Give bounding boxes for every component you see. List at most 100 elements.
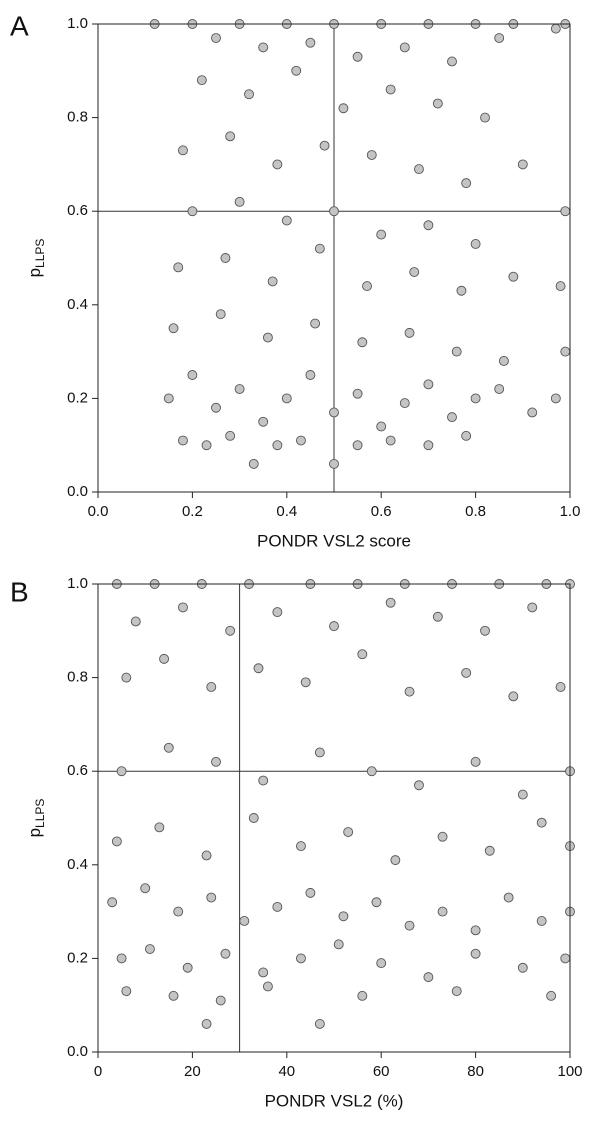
point (262, 332, 273, 343)
point (314, 1018, 325, 1029)
point (494, 33, 505, 43)
point (225, 430, 236, 441)
x-tick-label: 0.4 (276, 503, 297, 520)
point (357, 337, 368, 348)
point (296, 841, 306, 852)
x-tick-label: 80 (467, 1063, 484, 1080)
point (536, 817, 547, 828)
point (220, 948, 231, 959)
point (470, 948, 481, 959)
point (461, 430, 472, 441)
point (116, 766, 127, 777)
plot-frame (97, 23, 571, 493)
point (239, 916, 250, 926)
y-axis-label: pLLPS (25, 239, 47, 278)
point (296, 435, 306, 446)
x-axis-label: PONDR VSL2 (%) (265, 1091, 404, 1110)
point (211, 33, 221, 43)
point (234, 384, 245, 394)
point (305, 37, 316, 48)
point (423, 440, 434, 451)
point (480, 625, 490, 636)
point (211, 402, 221, 413)
point (437, 906, 448, 917)
y-tick-label: 0.2 (67, 949, 88, 966)
x-tick-label: 100 (557, 1063, 582, 1080)
y-axis-label: pLLPS (25, 799, 47, 838)
x-tick-label: 1.0 (560, 503, 581, 520)
point (130, 616, 141, 627)
point (187, 206, 198, 217)
point (121, 986, 132, 997)
point (272, 901, 283, 912)
point (258, 416, 269, 427)
point (550, 23, 561, 34)
point (329, 206, 339, 217)
point (508, 271, 519, 282)
point (423, 972, 434, 983)
x-tick-label: 0.8 (465, 503, 486, 520)
y-tick-label: 0.2 (67, 389, 88, 406)
point (461, 667, 472, 678)
point (352, 51, 363, 62)
point (437, 831, 448, 842)
point (281, 393, 292, 404)
point (111, 836, 122, 847)
point (329, 458, 339, 469)
point (121, 672, 132, 683)
point (225, 625, 236, 636)
point (376, 229, 387, 240)
point (159, 653, 170, 664)
point (399, 398, 410, 409)
point (550, 393, 561, 404)
point (461, 178, 472, 189)
point (503, 892, 514, 903)
point (329, 407, 339, 418)
point (201, 440, 212, 451)
point (272, 440, 283, 451)
point (272, 159, 283, 170)
point (470, 239, 481, 249)
point (404, 920, 415, 931)
point (201, 850, 212, 861)
point (163, 393, 174, 404)
point (527, 602, 538, 613)
point (385, 597, 396, 608)
point (144, 944, 155, 954)
y-tick-label: 0.4 (67, 296, 88, 313)
point (376, 958, 387, 969)
panel-label: B (10, 576, 29, 607)
point (480, 112, 490, 123)
point (555, 281, 566, 292)
x-tick-label: 0.6 (371, 503, 392, 520)
point (536, 916, 547, 926)
y-tick-label: 0.0 (67, 1043, 88, 1060)
y-axis-label-main: p (25, 268, 44, 277)
point (494, 384, 505, 394)
point (220, 253, 231, 263)
point (244, 89, 254, 100)
point (178, 145, 188, 156)
point (107, 897, 118, 908)
point (447, 56, 457, 67)
point (267, 276, 278, 287)
point (560, 953, 571, 964)
point (253, 663, 264, 674)
point (258, 967, 269, 978)
point (248, 813, 259, 823)
point (215, 995, 226, 1006)
point (168, 323, 179, 334)
point (560, 346, 571, 357)
point (206, 892, 217, 903)
point (409, 267, 420, 277)
plot-frame (97, 583, 571, 1053)
point (234, 196, 245, 207)
point (546, 990, 557, 1001)
y-tick-label: 1.0 (67, 575, 88, 592)
point (343, 827, 354, 837)
point (215, 309, 226, 320)
point (456, 285, 467, 296)
point (447, 412, 457, 423)
x-tick-label: 0.2 (182, 503, 203, 520)
point (390, 855, 401, 866)
